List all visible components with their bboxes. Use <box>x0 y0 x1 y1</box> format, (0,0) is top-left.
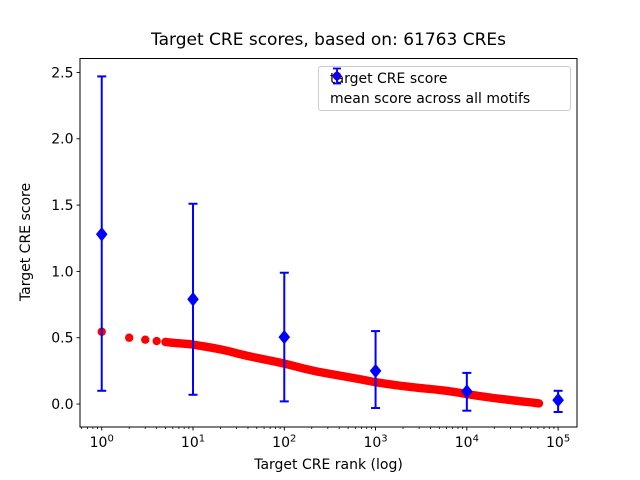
x-axis: 100 101 102 103 104 105 <box>90 427 570 452</box>
y-tick-label: 1.0 <box>51 264 73 280</box>
legend-label: mean score across all motifs <box>330 90 531 107</box>
x-tick-label: 100 <box>90 434 114 452</box>
blue-diamond-marker <box>369 363 382 379</box>
x-tick-label: 104 <box>455 434 479 452</box>
blue-diamond-marker <box>461 384 473 399</box>
x-tick-label: 105 <box>546 434 570 452</box>
blue-diamond-marker <box>278 329 291 345</box>
red-scatter-point <box>184 339 194 349</box>
red-scatter-point <box>125 333 134 342</box>
plot-area-border <box>79 58 578 428</box>
y-tick-label: 0.0 <box>51 397 73 413</box>
y-tick-label: 1.5 <box>51 198 73 214</box>
mean-score-errorbar-series <box>95 75 564 414</box>
blue-diamond-marker <box>95 227 108 242</box>
red-scatter-point <box>161 337 170 347</box>
y-tick-label: 2.5 <box>51 65 73 81</box>
legend-entry-mean-score: mean score across all motifs <box>323 67 570 108</box>
chart-title: Target CRE scores, based on: 61763 CREs <box>151 30 506 50</box>
y-axis: 0.0 0.5 1.0 1.5 2.0 2.5 <box>51 65 80 413</box>
legend-entry-target-cre-score: target CRE score <box>323 69 570 88</box>
blue-diamond-errorbar-marker-icon <box>332 67 342 85</box>
red-scatter-point <box>141 335 150 344</box>
y-axis-label: Target CRE score <box>18 182 34 302</box>
red-scatter-point <box>152 336 161 346</box>
x-tick-label: 101 <box>181 434 205 452</box>
y-tick-label: 0.5 <box>51 331 73 347</box>
x-tick-label: 103 <box>363 434 387 452</box>
target-cre-score-series <box>97 327 544 408</box>
x-axis-minor-ticks <box>81 427 555 429</box>
red-scatter-point <box>168 338 177 347</box>
legend-label: target CRE score <box>330 70 448 87</box>
blue-diamond-marker <box>187 292 199 307</box>
x-tick-label: 102 <box>272 434 296 452</box>
y-tick-label: 2.0 <box>51 132 73 148</box>
x-axis-label: Target CRE rank (log) <box>254 457 403 473</box>
blue-diamond-marker <box>552 392 564 408</box>
legend: target CRE score mean score across all m… <box>318 66 571 111</box>
red-scatter-band <box>161 337 544 408</box>
